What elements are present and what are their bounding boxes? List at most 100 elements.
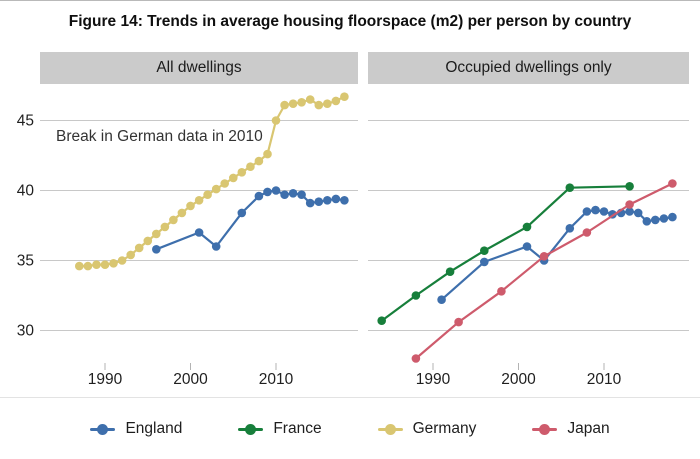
data-point-japan	[668, 179, 677, 188]
legend-item-england: England	[90, 420, 182, 438]
data-point-england	[237, 208, 247, 218]
data-point-france	[522, 222, 532, 232]
data-point-germany	[203, 190, 212, 199]
data-point-france	[445, 267, 455, 277]
data-point-germany	[246, 162, 255, 171]
data-point-england	[323, 196, 332, 205]
data-point-germany	[143, 236, 153, 246]
data-point-germany	[340, 92, 349, 101]
data-point-germany	[177, 208, 187, 218]
x-tick-label: 2000	[173, 371, 208, 388]
data-point-england	[340, 196, 349, 205]
data-point-germany	[288, 99, 298, 108]
top-divider	[0, 0, 700, 1]
legend-label-japan: Japan	[567, 420, 610, 437]
legend-item-japan: Japan	[532, 420, 610, 438]
data-point-germany	[92, 260, 101, 270]
panel-header-occupied-dwellings: Occupied dwellings only	[368, 52, 689, 84]
data-point-germany	[305, 95, 315, 104]
data-point-england	[254, 191, 264, 201]
data-point-france	[377, 316, 387, 326]
y-tick-label: 40	[17, 183, 35, 200]
data-point-france	[565, 183, 575, 192]
data-point-japan	[454, 317, 463, 327]
data-point-japan	[582, 228, 592, 237]
data-point-germany	[323, 99, 332, 108]
data-point-germany	[152, 229, 161, 239]
data-point-germany	[117, 256, 127, 265]
data-point-germany	[126, 250, 135, 260]
data-point-england	[288, 189, 298, 198]
data-point-england	[280, 190, 289, 199]
data-point-england	[591, 205, 600, 215]
legend-label-germany: Germany	[412, 420, 477, 437]
data-point-england	[565, 224, 575, 233]
panel-header-all-dwellings: All dwellings	[40, 52, 358, 84]
data-point-germany	[169, 215, 178, 225]
bottom-divider	[0, 397, 700, 398]
chart-legend: England France Germany Japan	[0, 420, 700, 438]
data-point-england	[599, 207, 609, 216]
legend-item-germany: Germany	[377, 420, 477, 438]
y-tick-label: 35	[17, 253, 34, 270]
data-point-germany	[83, 261, 93, 271]
data-point-england	[314, 197, 324, 206]
x-tick-label: 2010	[587, 371, 622, 388]
figure-title: Figure 14: Trends in average housing flo…	[68, 13, 632, 30]
data-point-germany	[75, 261, 84, 271]
legend-label-england: England	[125, 420, 183, 437]
data-point-england	[211, 242, 221, 251]
legend-item-france: France	[238, 420, 322, 438]
data-point-england	[437, 295, 446, 305]
x-tick-label: 1990	[416, 371, 451, 388]
data-point-germany	[254, 156, 264, 166]
japan-series-marker-icon	[532, 423, 558, 435]
data-point-germany	[229, 173, 238, 183]
data-point-france	[411, 291, 421, 300]
data-point-france	[625, 182, 634, 191]
data-point-germany	[220, 179, 229, 188]
germany-series-marker-icon	[377, 423, 403, 435]
data-point-england	[263, 187, 272, 197]
data-point-england	[480, 257, 489, 267]
data-point-england	[152, 245, 161, 254]
data-point-england	[651, 215, 660, 225]
data-point-england	[582, 207, 592, 216]
data-point-japan	[411, 354, 421, 363]
data-point-germany	[331, 96, 341, 106]
england-series-marker-icon	[90, 423, 116, 435]
break-annotation: Break in German data in 2010	[56, 128, 263, 145]
x-tick-label: 2000	[501, 371, 536, 388]
data-point-england	[659, 214, 669, 223]
data-point-england	[271, 186, 281, 195]
data-point-japan	[625, 200, 634, 209]
data-point-germany	[194, 196, 204, 205]
data-point-germany	[100, 260, 110, 270]
data-point-japan	[539, 251, 549, 261]
data-point-england	[625, 207, 634, 216]
data-point-germany	[186, 201, 195, 211]
x-tick-label: 2010	[259, 371, 294, 388]
data-point-germany	[109, 259, 118, 268]
data-point-germany	[297, 98, 306, 107]
data-point-germany	[314, 100, 324, 110]
data-point-france	[480, 246, 489, 255]
data-point-germany	[134, 243, 144, 253]
data-point-england	[633, 208, 643, 218]
series-line-germany	[78, 95, 346, 268]
france-series-marker-icon	[238, 423, 264, 435]
data-point-germany	[263, 149, 272, 159]
data-point-england	[194, 228, 204, 237]
data-point-germany	[271, 116, 281, 125]
y-tick-label: 45	[17, 113, 34, 130]
data-point-england	[297, 190, 306, 199]
data-point-england	[642, 217, 652, 226]
data-point-germany	[237, 168, 247, 177]
data-point-england	[522, 242, 532, 251]
data-point-england	[305, 198, 315, 208]
y-tick-label: 30	[17, 323, 35, 340]
data-point-england	[331, 194, 341, 204]
data-point-japan	[497, 287, 506, 296]
